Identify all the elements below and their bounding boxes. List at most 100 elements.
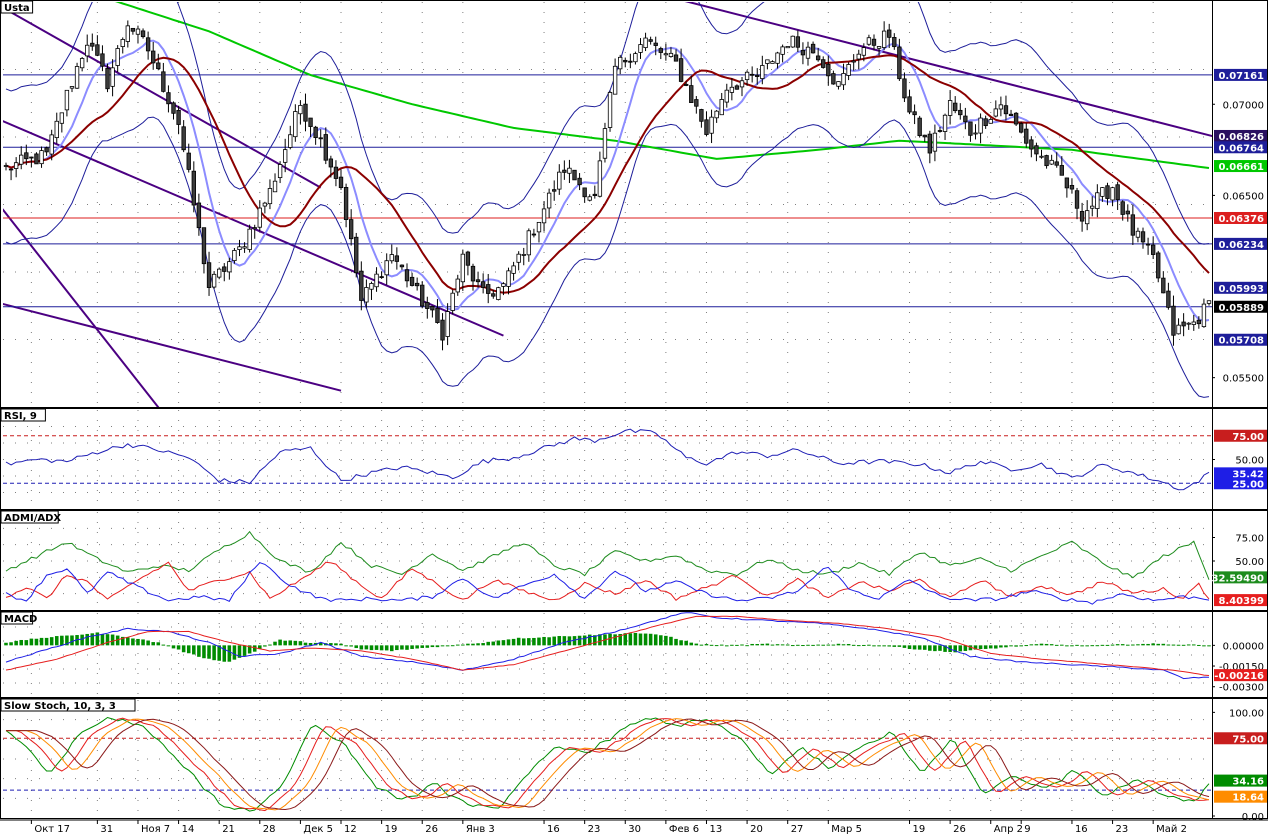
candle — [1079, 202, 1085, 232]
x-tick-label: 21 — [222, 824, 235, 834]
candle — [288, 125, 293, 150]
candle — [780, 44, 785, 63]
macd-histogram-bar — [653, 634, 658, 646]
candle — [887, 23, 892, 49]
macd-histogram-bar — [415, 645, 419, 649]
candle — [602, 122, 608, 163]
macd-histogram-bar — [29, 638, 34, 646]
candle — [922, 134, 927, 142]
candle — [318, 129, 323, 148]
macd-histogram-bar — [268, 644, 272, 646]
macd-histogram-bar — [75, 635, 79, 646]
macd-histogram-bar — [4, 642, 8, 646]
candle — [526, 228, 531, 262]
macd-histogram-bar — [344, 645, 348, 647]
candle — [1176, 318, 1181, 335]
candle — [501, 282, 506, 296]
macd-histogram-bar — [532, 637, 536, 646]
macd-histogram-bar — [846, 643, 851, 646]
macd-histogram-bar — [242, 645, 247, 656]
macd-histogram-bar — [65, 635, 69, 646]
macd-histogram-bar — [633, 632, 638, 646]
candle — [709, 109, 714, 144]
candle — [673, 49, 679, 62]
candle — [257, 200, 262, 231]
macd-histogram-bar — [440, 645, 445, 647]
macd-histogram-bar — [1197, 644, 1201, 646]
candle — [648, 36, 653, 45]
macd-histogram-bar — [237, 645, 242, 658]
macd-histogram-bar — [765, 643, 770, 646]
candle — [475, 271, 481, 288]
macd-histogram-bar — [227, 645, 232, 662]
macd-histogram-bar — [1085, 645, 1089, 647]
macd-histogram-bar — [379, 645, 384, 651]
candle — [105, 63, 110, 93]
candle — [283, 138, 288, 173]
x-tick-label: 23 — [1116, 824, 1129, 834]
macd-histogram-bar — [587, 634, 592, 646]
candle — [115, 45, 120, 73]
x-tick-label: 16 — [1075, 824, 1088, 834]
adx-panel: ADMI/ADX 75.00 50.00 32.59490 8.40399 — [0, 510, 1268, 611]
grid — [3, 2, 1212, 407]
macd-histogram-bar — [912, 645, 917, 650]
x-tick-label: Май 2 — [1156, 824, 1187, 834]
macd-histogram-bar — [232, 645, 237, 660]
minus-di-line — [5, 561, 1210, 601]
candle — [409, 272, 415, 287]
candle — [988, 117, 993, 124]
macd-histogram-bar — [263, 645, 267, 647]
bollinger-lower — [5, 116, 1210, 398]
macd-signal-line — [5, 615, 1210, 676]
svg-text:0.07161: 0.07161 — [1218, 71, 1264, 82]
macd-histogram-bar — [151, 642, 155, 646]
macd-histogram-bar — [491, 641, 496, 646]
svg-text:ADMI/ADX: ADMI/ADX — [4, 513, 61, 524]
macd-histogram-bar — [598, 634, 602, 646]
candle — [881, 21, 887, 51]
macd-histogram-bar — [714, 645, 719, 647]
candle — [64, 89, 70, 117]
macd-histogram-bar — [318, 642, 323, 646]
macd-histogram-bar — [105, 634, 110, 646]
axis-value-badge: 32.59490 — [1211, 571, 1267, 584]
candle — [876, 45, 882, 56]
macd-histogram-bar — [202, 645, 206, 659]
x-tick-label: 19 — [385, 824, 398, 834]
axis-value-badge: 8.40399 — [1214, 594, 1267, 607]
macd-histogram-bar — [146, 640, 150, 646]
x-tick-label: 13 — [709, 824, 722, 834]
candle — [120, 37, 125, 54]
candle — [323, 127, 328, 165]
macd-histogram-bar — [466, 643, 470, 646]
macd-histogram-bar — [430, 645, 435, 648]
candle — [973, 124, 978, 140]
macd-histogram-bar — [420, 645, 425, 648]
candle — [201, 227, 207, 274]
macd-histogram-bar — [917, 645, 922, 650]
candle — [541, 201, 547, 232]
candle — [313, 125, 318, 145]
macd-histogram-bar — [217, 645, 221, 661]
macd-histogram-bar — [831, 644, 836, 646]
macd-histogram-bar — [298, 641, 303, 646]
candle — [714, 109, 719, 123]
candle — [293, 104, 298, 142]
macd-histogram-bar — [699, 644, 704, 646]
macd-histogram-bar — [44, 637, 49, 646]
candle — [1135, 227, 1141, 243]
macd-histogram-bar — [933, 645, 937, 652]
candle — [272, 173, 278, 193]
macd-histogram-bar — [1029, 644, 1034, 646]
candle — [983, 115, 988, 129]
panel-title: RSI, 9 — [0, 408, 46, 422]
candle — [110, 59, 115, 97]
macd-histogram-bar — [851, 644, 856, 646]
candle — [34, 152, 39, 165]
candle — [861, 43, 867, 62]
trend-line — [3, 6, 322, 189]
candle — [846, 62, 851, 81]
candle — [29, 156, 34, 168]
macd-histogram-bar — [252, 645, 257, 652]
